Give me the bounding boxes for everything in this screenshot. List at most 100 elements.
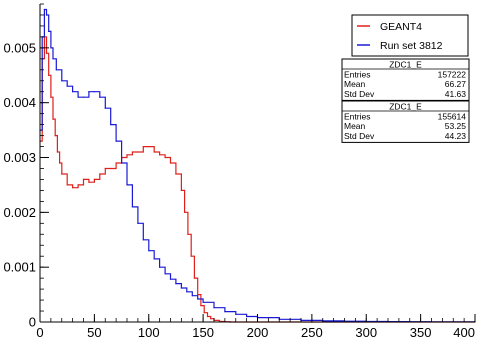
- data-point: [148, 146, 150, 148]
- data-point: [88, 91, 90, 93]
- data-point: [193, 277, 195, 279]
- data-point: [93, 91, 95, 93]
- legend-label: GEANT4: [380, 21, 422, 33]
- x-tick-label: 250: [301, 325, 323, 338]
- data-point: [206, 315, 209, 318]
- data-point: [115, 140, 117, 142]
- data-point: [77, 96, 79, 98]
- stats-row-label: Std Dev: [344, 89, 375, 99]
- data-point: [59, 162, 61, 164]
- data-point: [52, 58, 54, 60]
- stats-row-value: 66.27: [445, 79, 467, 89]
- data-point: [126, 154, 128, 156]
- legend-entry: GEANT4: [357, 21, 422, 33]
- series-line: [40, 36, 475, 323]
- data-point: [48, 74, 50, 76]
- y-tick-label: 0.002: [3, 205, 36, 220]
- data-point: [45, 52, 48, 54]
- x-tick-label: 50: [87, 325, 101, 338]
- data-point: [137, 222, 139, 224]
- stats-row-label: Mean: [344, 79, 366, 89]
- data-point: [142, 239, 144, 241]
- data-point: [246, 315, 248, 318]
- data-point: [235, 313, 237, 315]
- data-point: [197, 294, 199, 296]
- stats-row-value: 44.23: [445, 131, 467, 141]
- stats-row-value: 41.63: [445, 89, 467, 99]
- legend: GEANT4 Run set 3812: [351, 14, 469, 57]
- stats-row-label: Mean: [344, 121, 366, 131]
- data-point: [61, 80, 63, 82]
- data-point: [213, 307, 215, 309]
- data-point: [169, 162, 172, 164]
- data-point: [126, 184, 128, 186]
- data-point: [110, 124, 112, 126]
- stats-row-value: 155614: [438, 111, 467, 121]
- x-tick-label: 400: [453, 325, 475, 338]
- stats-box-title: ZDC1_E: [389, 60, 422, 70]
- data-point: [186, 291, 188, 293]
- data-point: [50, 47, 52, 49]
- data-point: [180, 287, 182, 289]
- data-point: [77, 184, 79, 186]
- data-point: [55, 69, 57, 71]
- stats-box-title: ZDC1_E: [389, 102, 422, 112]
- data-point: [66, 184, 68, 186]
- stats-box: ZDC1_E Entries 157222 Mean 66.27 Std Dev 41.63: [341, 58, 470, 101]
- data-point: [200, 305, 202, 307]
- data-point: [99, 173, 101, 175]
- x-tick-label: 200: [247, 325, 269, 338]
- x-tick-label: 0: [36, 325, 43, 338]
- data-point: [104, 167, 106, 170]
- stats-row-value: 53.25: [445, 121, 467, 131]
- y-tick-label: 0.003: [3, 150, 36, 165]
- data-point: [187, 233, 189, 235]
- x-tick-label: 300: [355, 325, 377, 338]
- data-point: [115, 162, 117, 164]
- data-point: [175, 173, 177, 175]
- data-point: [66, 85, 68, 87]
- data-point: [82, 96, 85, 98]
- stats-box: ZDC1_E Entries 155614 Mean 53.25 Std Dev 44.23: [341, 100, 470, 143]
- x-tick-label: 350: [410, 325, 432, 338]
- y-tick-label: 0.004: [3, 95, 36, 110]
- data-point: [72, 91, 74, 93]
- data-point: [82, 178, 85, 180]
- data-point: [54, 135, 56, 137]
- data-point: [56, 151, 59, 153]
- stats-row-value: 157222: [438, 69, 467, 79]
- data-point: [131, 206, 133, 208]
- legend-entry: Run set 3812: [357, 40, 443, 52]
- data-point: [52, 118, 54, 120]
- data-point: [131, 151, 133, 153]
- data-point: [153, 258, 155, 260]
- data-point: [164, 156, 166, 159]
- data-point: [110, 167, 112, 170]
- y-tick-label: 0.001: [3, 260, 36, 275]
- x-tick-label: 150: [192, 325, 214, 338]
- y-tick-label: 0.005: [3, 40, 36, 55]
- data-point: [72, 187, 74, 189]
- stats-box-frame: [341, 58, 470, 101]
- data-point: [148, 250, 150, 252]
- data-point: [99, 96, 101, 98]
- data-point: [159, 154, 161, 156]
- data-point: [121, 162, 123, 164]
- data-point: [159, 266, 161, 268]
- data-point: [153, 151, 155, 153]
- legend-box: [351, 14, 469, 57]
- stats-row-label: Entries: [344, 69, 370, 79]
- stats-row-label: Entries: [344, 111, 370, 121]
- stats-box-frame: [341, 100, 470, 143]
- data-point: [180, 189, 182, 191]
- data-point: [137, 151, 139, 153]
- data-point: [197, 298, 199, 300]
- data-point: [142, 146, 144, 148]
- data-point: [184, 211, 186, 213]
- data-point: [45, 14, 48, 16]
- data-point: [191, 295, 193, 297]
- stats-boxes: ZDC1_E Entries 157222 Mean 66.27 Std Dev 41.63…: [341, 58, 470, 143]
- legend-label: Run set 3812: [380, 40, 443, 52]
- data-point: [61, 173, 63, 175]
